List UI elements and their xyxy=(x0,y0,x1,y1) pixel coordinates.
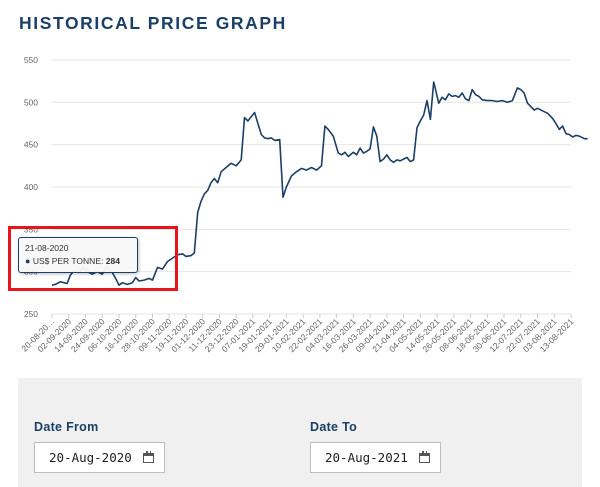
y-tick-label: 450 xyxy=(24,140,38,150)
price-line-chart[interactable]: 250300350400450500550 20-08-20…02-09-202… xyxy=(0,44,600,374)
calendar-icon[interactable] xyxy=(419,451,430,463)
date-from-input[interactable]: 20-Aug-2020 xyxy=(34,442,165,473)
y-tick-label: 400 xyxy=(24,182,38,192)
tooltip-row: ● US$ PER TONNE: 284 xyxy=(25,256,120,266)
calendar-icon[interactable] xyxy=(143,451,154,463)
tooltip-series-label: US$ PER TONNE: xyxy=(32,256,104,266)
tooltip-date: 21-08-2020 xyxy=(25,243,69,253)
red-highlight-box xyxy=(8,226,178,291)
page-title: HISTORICAL PRICE GRAPH xyxy=(19,13,287,33)
chart-tooltip: 21-08-2020 ● US$ PER TONNE: 284 xyxy=(18,237,138,273)
price-series-line xyxy=(51,81,588,286)
date-from-label: Date From xyxy=(34,420,99,434)
date-to-input[interactable]: 20-Aug-2021 xyxy=(310,442,441,473)
date-to-label: Date To xyxy=(310,420,358,434)
y-tick-label: 250 xyxy=(24,309,38,319)
y-tick-label: 550 xyxy=(24,55,38,65)
date-to-value: 20-Aug-2021 xyxy=(325,450,408,465)
y-tick-label: 500 xyxy=(24,97,38,107)
y-tick-label: 350 xyxy=(24,224,38,234)
series-marker-icon: ● xyxy=(25,256,31,266)
x-axis-ticks: 20-08-20…02-09-202014-09-202024-09-20200… xyxy=(19,314,576,354)
date-filter-panel: Date From 20-Aug-2020 Date To 20-Aug-202… xyxy=(18,378,582,487)
chart-gridlines xyxy=(52,59,571,315)
date-from-value: 20-Aug-2020 xyxy=(49,450,132,465)
tooltip-value: 284 xyxy=(105,256,120,266)
